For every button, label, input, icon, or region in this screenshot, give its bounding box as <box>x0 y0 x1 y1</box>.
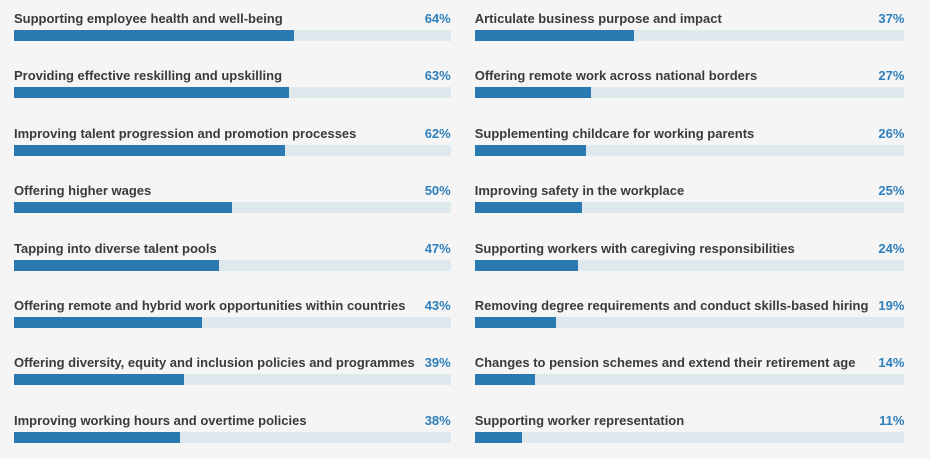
bar-value-label: 25% <box>878 183 905 199</box>
bar-row: Offering remote and hybrid work opportun… <box>14 287 451 344</box>
bar-fill <box>14 316 202 328</box>
bar-row: Tapping into diverse talent pools 47% <box>14 230 451 287</box>
bar-row: Offering remote work across national bor… <box>474 57 905 114</box>
bar-row-header: Supporting employee health and well-bein… <box>14 11 451 27</box>
bar-value-label: 27% <box>878 68 905 84</box>
bar-track <box>14 431 451 443</box>
bar-fill <box>14 259 220 271</box>
bar-track <box>474 431 905 443</box>
bar-fill <box>474 30 634 41</box>
bar-track <box>474 202 905 214</box>
bar-row: Articulate business purpose and impact 37… <box>474 0 905 57</box>
bar-row: Supporting workers with caregiving respo… <box>474 230 905 287</box>
bar-label: Improving talent progression and promoti… <box>14 125 357 141</box>
bar-fill <box>474 431 522 443</box>
bar-value-label: 47% <box>424 240 451 256</box>
bar-row-header: Supplementing childcare for working pare… <box>475 126 905 142</box>
bar-value-label: 64% <box>424 11 451 26</box>
bar-value-label: 24% <box>878 240 905 256</box>
bar-track <box>474 87 905 99</box>
bar-chart-left-column: Supporting employee health and well-bein… <box>14 0 451 459</box>
bar-fill <box>14 144 285 156</box>
bar-track <box>474 144 905 156</box>
bar-label: Offering higher wages <box>14 183 152 199</box>
bar-label: Supporting employee health and well-bein… <box>14 11 283 26</box>
bar-track <box>14 87 451 99</box>
bar-value-label: 19% <box>878 297 905 313</box>
bar-label: Removing degree requirements and conduct… <box>474 297 869 313</box>
bar-row: Improving talent progression and promoti… <box>14 115 451 172</box>
bar-track <box>14 202 451 214</box>
bar-row-header: Removing degree requirements and conduct… <box>475 298 905 314</box>
bar-row-header: Tapping into diverse talent pools 47% <box>14 241 451 257</box>
bar-label: Offering diversity, equity and inclusion… <box>14 355 415 371</box>
bar-label: Supplementing childcare for working pare… <box>474 125 755 141</box>
bar-row: Offering higher wages 50% <box>14 172 451 229</box>
bar-value-label: 26% <box>878 125 905 141</box>
bar-track <box>14 259 451 271</box>
bar-row-header: Supporting workers with caregiving respo… <box>475 241 905 257</box>
bar-value-label: 62% <box>424 125 451 141</box>
bar-track <box>14 30 451 41</box>
bar-value-label: 38% <box>424 412 451 428</box>
bar-row-header: Offering diversity, equity and inclusion… <box>14 355 451 371</box>
bar-track <box>14 374 451 386</box>
bar-row: Removing degree requirements and conduct… <box>474 287 905 344</box>
bar-fill <box>474 202 583 214</box>
bar-row: Providing effective reskilling and upski… <box>14 57 451 114</box>
bar-value-label: 14% <box>878 355 905 371</box>
bar-label: Changes to pension schemes and extend th… <box>474 355 856 371</box>
bar-fill <box>14 87 290 99</box>
bar-fill <box>14 374 185 386</box>
bar-label: Improving safety in the workplace <box>474 183 685 199</box>
bar-row: Supporting employee health and well-bein… <box>14 0 451 57</box>
bar-label: Tapping into diverse talent pools <box>14 240 217 256</box>
bar-row: Supplementing childcare for working pare… <box>474 115 905 172</box>
bar-row-header: Offering higher wages 50% <box>14 183 451 199</box>
bar-fill <box>474 144 587 156</box>
bar-fill <box>14 431 180 443</box>
bar-label: Providing effective reskilling and upski… <box>14 68 283 84</box>
bar-row: Supporting worker representation 11% <box>474 402 905 459</box>
bar-track <box>14 144 451 156</box>
bar-row-header: Articulate business purpose and impact 37… <box>475 11 905 27</box>
bar-track <box>474 30 905 41</box>
bar-label: Articulate business purpose and impact <box>474 11 722 26</box>
bar-label: Supporting workers with caregiving respo… <box>474 240 795 256</box>
bar-value-label: 11% <box>879 412 905 428</box>
bar-fill <box>474 316 557 328</box>
bar-row: Offering diversity, equity and inclusion… <box>14 344 451 401</box>
bar-fill <box>474 374 535 386</box>
bar-value-label: 50% <box>424 183 451 199</box>
bar-fill <box>14 202 233 214</box>
bar-track <box>14 316 451 328</box>
bar-row-header: Offering remote work across national bor… <box>475 68 905 84</box>
bar-fill <box>474 259 578 271</box>
bar-row-header: Providing effective reskilling and upski… <box>14 68 451 84</box>
bar-row-header: Improving working hours and overtime pol… <box>14 413 451 429</box>
bar-label: Offering remote work across national bor… <box>474 68 758 84</box>
bar-row: Changes to pension schemes and extend th… <box>474 344 905 401</box>
bar-label: Offering remote and hybrid work opportun… <box>14 297 406 313</box>
bar-row: Improving safety in the workplace 25% <box>474 172 905 229</box>
bar-row-header: Improving safety in the workplace 25% <box>475 183 905 199</box>
bar-track <box>474 374 905 386</box>
bar-fill <box>474 87 591 99</box>
bar-value-label: 43% <box>424 297 451 313</box>
bar-chart-right-column: Articulate business purpose and impact 37… <box>474 0 905 459</box>
bar-track <box>474 316 905 328</box>
bar-label: Supporting worker representation <box>474 412 685 428</box>
bar-row-header: Changes to pension schemes and extend th… <box>475 355 905 371</box>
bar-value-label: 63% <box>424 68 451 84</box>
bar-fill <box>14 30 294 41</box>
bar-label: Improving working hours and overtime pol… <box>14 412 307 428</box>
bar-row-header: Improving talent progression and promoti… <box>14 126 451 142</box>
bar-value-label: 37% <box>878 11 905 26</box>
bar-value-label: 39% <box>424 355 451 371</box>
bar-row-header: Supporting worker representation 11% <box>475 413 905 429</box>
bar-row-header: Offering remote and hybrid work opportun… <box>14 298 451 314</box>
bar-row: Improving working hours and overtime pol… <box>14 402 451 459</box>
bar-track <box>474 259 905 271</box>
